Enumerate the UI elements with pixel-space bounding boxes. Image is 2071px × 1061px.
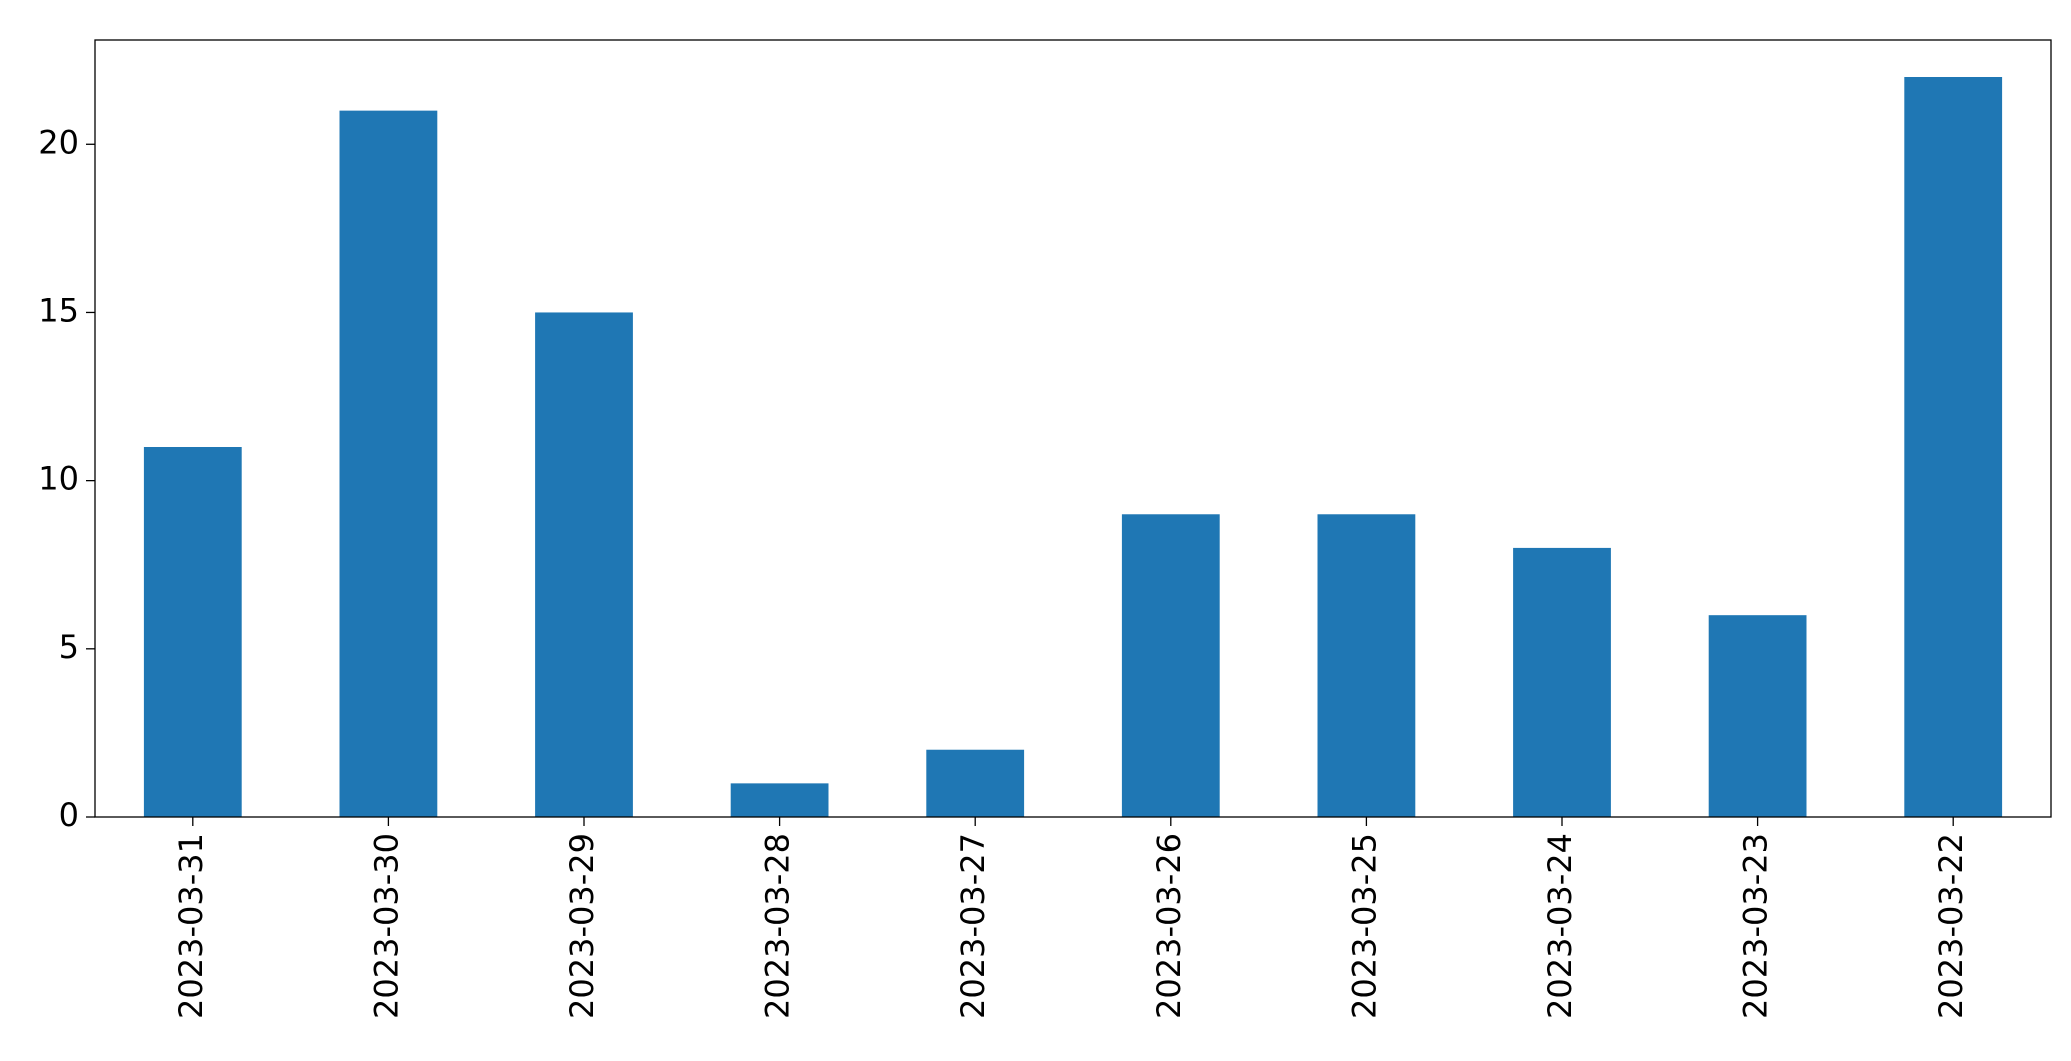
bar [1904, 77, 2003, 817]
x-tick-label: 2023-03-24 [1541, 833, 1579, 1019]
x-tick-label: 2023-03-27 [954, 833, 992, 1019]
y-tick-label: 15 [38, 291, 79, 329]
bar [535, 312, 633, 817]
plot-frame [94, 39, 2052, 818]
x-tick-label: 2023-03-29 [563, 833, 601, 1019]
y-tick-label: 5 [59, 628, 79, 666]
x-tick-label: 2023-03-25 [1345, 833, 1383, 1019]
y-tick-label: 0 [59, 796, 79, 834]
x-tick-label: 2023-03-30 [367, 833, 405, 1019]
bar [1317, 514, 1416, 817]
bar [143, 447, 242, 817]
x-tick-label: 2023-03-22 [1932, 833, 1970, 1019]
y-tick-label: 10 [38, 460, 79, 498]
bar [339, 110, 438, 818]
y-tick-label: 20 [38, 123, 79, 161]
x-tick-label: 2023-03-26 [1150, 833, 1188, 1019]
x-tick-label: 2023-03-31 [172, 833, 210, 1019]
bar [1121, 514, 1220, 817]
bar [730, 783, 829, 817]
x-tick-label: 2023-03-28 [759, 833, 797, 1019]
bar [1513, 547, 1611, 817]
bar [926, 749, 1025, 817]
bar [1708, 615, 1807, 817]
x-tick-label: 2023-03-23 [1737, 833, 1775, 1019]
